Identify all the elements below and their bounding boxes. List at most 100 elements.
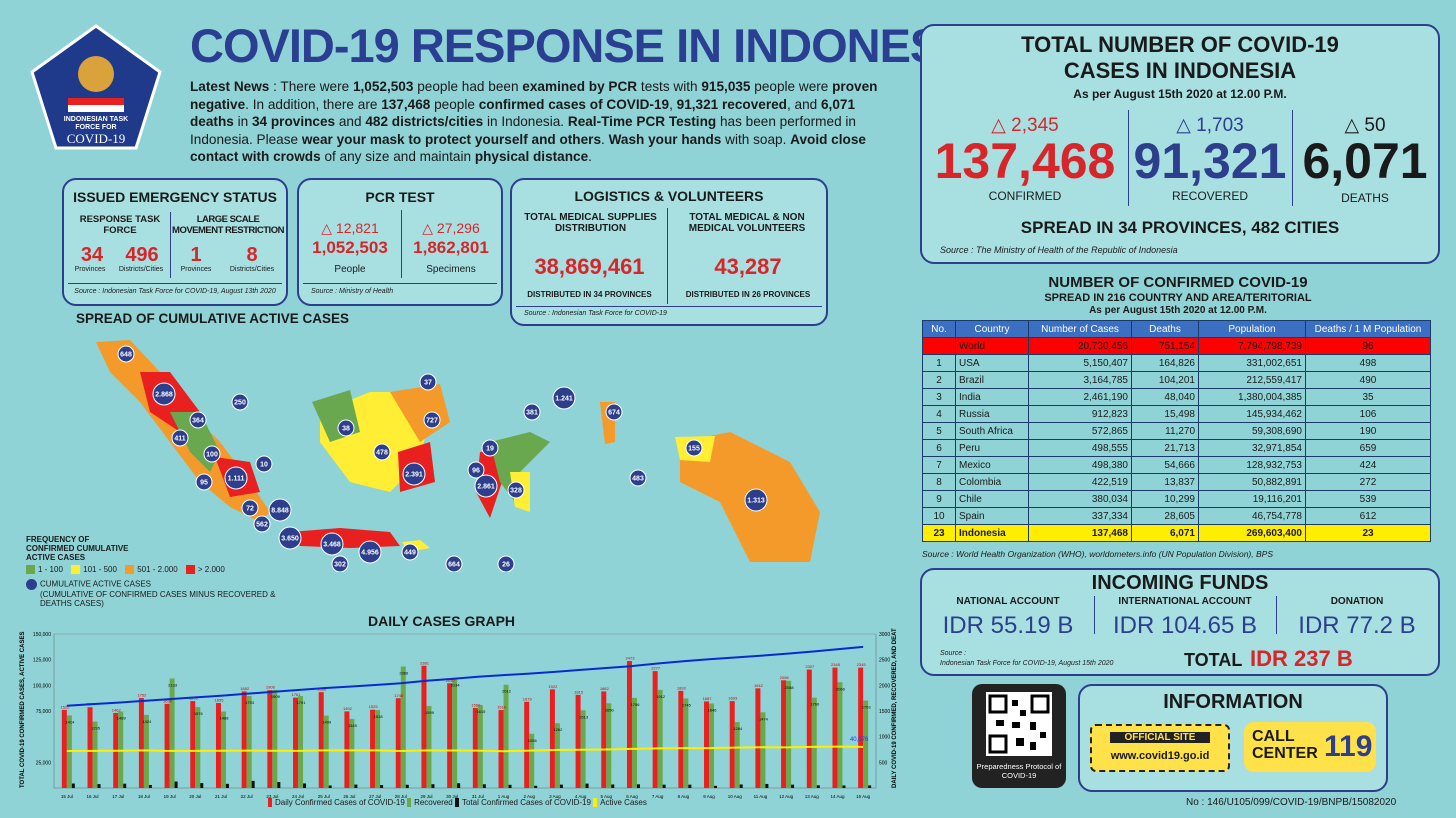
- death-bar: [714, 785, 718, 788]
- bubble-label: 381: [526, 410, 538, 417]
- official-site-button[interactable]: OFFICIAL SITE www.covid19.go.id: [1090, 724, 1230, 772]
- bubble-label: 19: [486, 446, 494, 453]
- death-bar: [174, 781, 178, 788]
- donation-value: IDR 77.2 B: [1298, 612, 1416, 639]
- death-bar: [791, 784, 795, 788]
- y-right-tick-label: 2500: [879, 658, 890, 664]
- confirmed-bar: [318, 692, 324, 788]
- table-cell: Russia: [955, 405, 1029, 423]
- pcr-title: PCR TEST: [365, 189, 435, 205]
- qr-code-card[interactable]: Preparedness Protocol of COVID-19: [972, 684, 1066, 788]
- x-tick-label: 28 Jul: [395, 794, 407, 799]
- recovered-data-label: 1345: [348, 723, 358, 728]
- col-header: Population: [1198, 320, 1306, 338]
- news-text: 34 provinces: [251, 114, 336, 129]
- confirmed-data-label: 1519: [497, 705, 507, 710]
- death-bar: [534, 785, 538, 788]
- confirmed-bar: [395, 698, 401, 788]
- table-cell: 164,826: [1131, 354, 1199, 372]
- x-tick-label: 9 Aug: [703, 794, 715, 799]
- bubble-label: 10: [260, 462, 268, 469]
- recovered-bar: [554, 723, 560, 788]
- legend-swatch: [454, 798, 459, 808]
- recovered-label: RECOVERED: [1171, 189, 1248, 203]
- recovered-delta-value: 1,703: [1196, 115, 1244, 136]
- table-cell: 50,882,891: [1198, 473, 1306, 491]
- bubble-label: 562: [256, 522, 268, 529]
- news-text: 482 districts/cities: [365, 114, 484, 129]
- totals-panel: TOTAL NUMBER OF COVID-19 CASES IN INDONE…: [920, 24, 1440, 264]
- legend-swatch: [268, 798, 272, 808]
- world-as-of: As per August 15th 2020 at 12.00 P.M.: [1089, 305, 1267, 316]
- confirmed-data-label: 1693: [728, 696, 738, 701]
- table-cell: Spain: [955, 507, 1029, 525]
- x-tick-label: 21 Jul: [215, 794, 227, 799]
- bubble-circle: [171, 429, 189, 447]
- bubble-label: 2.868: [155, 392, 173, 399]
- bubble-label: 3.468: [323, 542, 341, 549]
- call-center-button[interactable]: CALL CENTER 119: [1244, 722, 1376, 772]
- table-cell: 13,837: [1131, 473, 1199, 491]
- x-tick-label: 5 Aug: [601, 794, 613, 799]
- x-tick-label: 22 Jul: [241, 794, 253, 799]
- table-row: 1 USA 5,150,407 164,826 331,002,651 498: [922, 354, 1431, 372]
- news-text: of any size and maintain: [320, 149, 475, 164]
- case-bubble: 664: [445, 555, 463, 573]
- logo-line-1: INDONESIAN TASK: [63, 116, 129, 123]
- table-cell: 96: [1305, 337, 1431, 355]
- confirmed-data-label: 1525: [369, 704, 379, 709]
- death-bar: [148, 784, 152, 788]
- death-bar: [482, 784, 486, 788]
- news-text: Real-Time PCR Testing: [567, 114, 717, 129]
- confirmed-bar: [138, 698, 144, 788]
- totals-as-of: As per August 15th 2020 at 12.00 P.M.: [1073, 87, 1287, 101]
- bubble-circle: [189, 411, 207, 429]
- map-legend: FREQUENCY OF CONFIRMED CUMULATIVE ACTIVE…: [26, 535, 296, 608]
- recovered-data-label: 1518: [374, 714, 384, 719]
- bubble-label: 2.861: [477, 484, 495, 491]
- table-cell: 128,932,753: [1198, 456, 1306, 474]
- table-cell: 11,270: [1131, 422, 1199, 440]
- recovered-bar: [631, 697, 637, 788]
- recovered-data-label: 2088: [785, 685, 795, 690]
- recovered-data-label: 1284: [733, 726, 743, 731]
- death-bar: [739, 784, 743, 788]
- latest-news: Latest News : There were 1,052,503 peopl…: [190, 78, 890, 166]
- table-cell: 15,498: [1131, 405, 1199, 423]
- pcr-specimens-delta: △ 27,296: [422, 220, 480, 236]
- confirmed-bar: [832, 667, 838, 788]
- totals-title-1: TOTAL NUMBER OF COVID-19: [1021, 32, 1339, 57]
- confirmed-data-label: 1639: [163, 698, 173, 703]
- medical-supplies-label: TOTAL MEDICAL SUPPLIES DISTRIBUTION: [524, 212, 657, 234]
- news-text: people: [430, 96, 479, 112]
- unit-districts: Districts/Cities: [118, 266, 164, 273]
- legend-title: FREQUENCY OF CONFIRMED CUMULATIVE ACTIVE…: [26, 535, 129, 562]
- confirmed-bar: [370, 709, 376, 788]
- table-cell: 331,002,651: [1198, 354, 1306, 372]
- pcr-people-delta-value: 12,821: [335, 220, 379, 236]
- y-axis-label: TOTAL COVID-19 CONFIRMED CASES, ACTIVE C…: [20, 632, 26, 788]
- bubble-label: 727: [426, 418, 438, 425]
- recovered-data-label: 1056: [528, 738, 538, 743]
- recovered-bar: [657, 689, 663, 788]
- news-text: wear your mask to protect yourself and o…: [301, 131, 602, 147]
- table-cell: 104,201: [1131, 371, 1199, 389]
- x-tick-label: 11 Aug: [754, 794, 768, 799]
- confirmed-bar: [678, 690, 684, 788]
- confirmed-data-label: 1655: [215, 698, 225, 703]
- recovered-data-label: 2133: [168, 683, 178, 688]
- table-cell: 10,299: [1131, 490, 1199, 508]
- bubble-circle: [241, 499, 259, 517]
- confirmed-bar: [524, 701, 530, 788]
- table-cell: 20,730,456: [1028, 337, 1132, 355]
- death-bar: [508, 784, 512, 788]
- confirmed-bar: [704, 701, 710, 788]
- case-bubble: 727: [423, 411, 441, 429]
- death-bar: [97, 784, 101, 788]
- table-cell: 23: [922, 524, 956, 542]
- recovered-data-label: 1760: [810, 702, 820, 707]
- confirmed-data-label: 2381: [420, 660, 430, 665]
- indonesia-map: 648 2.868 250 364 411 100 10 95 1.111 72 8.848 562 3…: [90, 332, 830, 573]
- bubble-label: 1.313: [747, 498, 765, 505]
- news-text: ,: [669, 96, 677, 112]
